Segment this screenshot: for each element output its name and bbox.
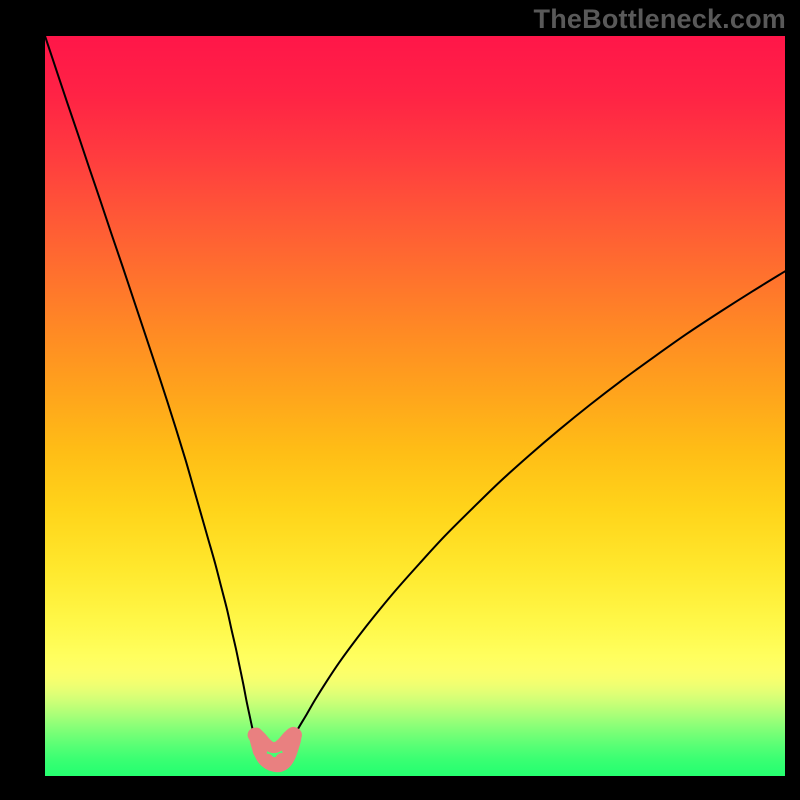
right-curve — [291, 271, 785, 739]
valley-marker-dot — [282, 743, 296, 757]
valley-marker-dot — [288, 728, 302, 742]
overlay-svg — [0, 0, 800, 800]
left-curve — [45, 36, 256, 740]
chart-root: { "canvas": { "width": 800, "height": 80… — [0, 0, 800, 800]
valley-marker-dot — [248, 728, 262, 742]
